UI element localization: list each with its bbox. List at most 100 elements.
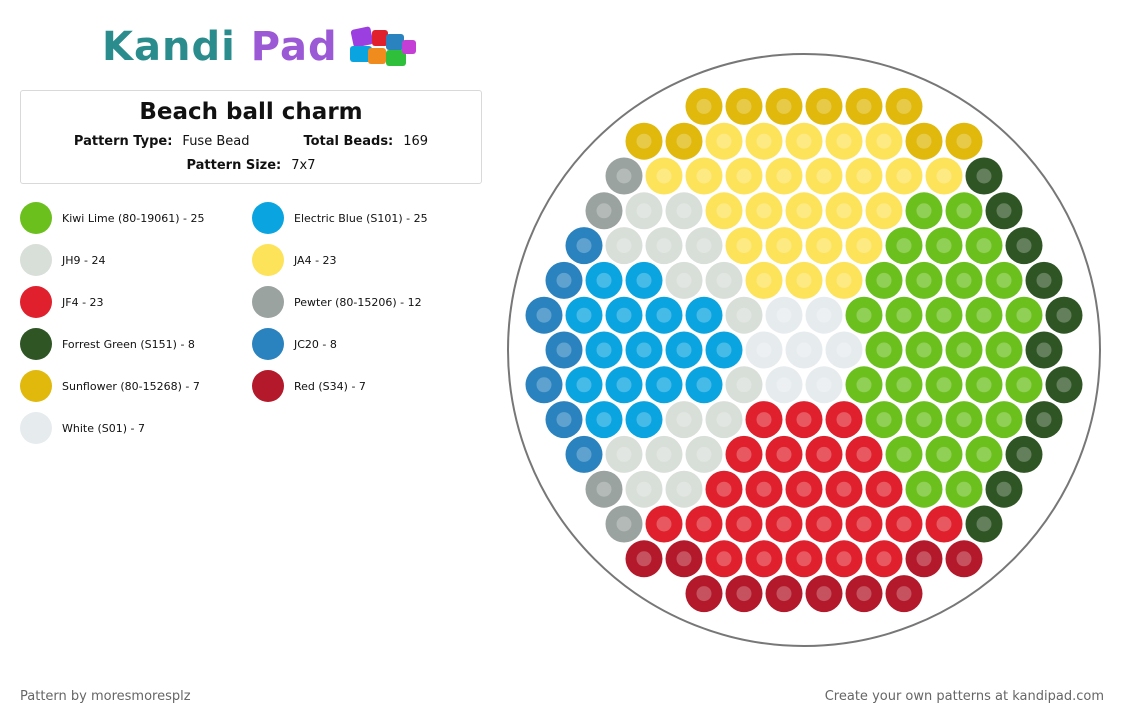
bead-hole: [616, 377, 632, 393]
bead-hole: [576, 238, 592, 254]
bead-hole: [756, 203, 772, 219]
bead-hole: [856, 307, 872, 323]
logo-kandi: Kandi: [102, 24, 236, 70]
bead-hole: [916, 133, 932, 149]
bead-hole: [676, 133, 692, 149]
bead: [585, 470, 623, 508]
bead: [745, 401, 783, 439]
bead-hole: [596, 272, 612, 288]
bead: [825, 331, 863, 369]
bead: [845, 87, 883, 125]
bead-hole: [836, 412, 852, 428]
bead: [885, 366, 923, 404]
bead: [965, 296, 1003, 334]
bead: [665, 470, 703, 508]
legend-item: Pewter (80-15206) - 12: [252, 286, 422, 318]
bead: [785, 401, 823, 439]
kandipad-logo[interactable]: Kandi Pad: [102, 24, 422, 70]
bead: [965, 157, 1003, 195]
bead-hole: [956, 412, 972, 428]
bead: [965, 366, 1003, 404]
bead-hole: [576, 377, 592, 393]
bead-hole: [736, 516, 752, 532]
bead: [905, 261, 943, 299]
bead-hole: [576, 307, 592, 323]
bead: [705, 331, 743, 369]
bead: [585, 401, 623, 439]
bead: [945, 470, 983, 508]
bead-hole: [996, 203, 1012, 219]
bead-hole: [956, 272, 972, 288]
bead: [925, 366, 963, 404]
legend-label: Pewter (80-15206) - 12: [294, 295, 422, 309]
bead: [685, 227, 723, 265]
bead: [945, 331, 983, 369]
legend-item: Red (S34) - 7: [252, 370, 366, 402]
bead-hole: [696, 446, 712, 462]
bead: [665, 261, 703, 299]
bead: [965, 435, 1003, 473]
legend-label: JA4 - 23: [294, 253, 337, 267]
bead: [665, 192, 703, 230]
bead: [965, 505, 1003, 543]
bead-hole: [1016, 446, 1032, 462]
bead: [685, 87, 723, 125]
legend-label: JC20 - 8: [294, 337, 337, 351]
bead: [625, 540, 663, 578]
bead: [785, 192, 823, 230]
bead-hole: [676, 481, 692, 497]
bead-hole: [1036, 412, 1052, 428]
total-beads-value: 169: [403, 134, 429, 149]
bead-hole: [836, 342, 852, 358]
bead-hole: [616, 516, 632, 532]
bead: [725, 366, 763, 404]
bead: [785, 331, 823, 369]
legend-item: Electric Blue (S101) - 25: [252, 202, 428, 234]
bead: [625, 331, 663, 369]
bead: [945, 540, 983, 578]
bead: [765, 87, 803, 125]
bead: [765, 296, 803, 334]
pattern-size-value: 7x7: [291, 158, 316, 173]
bead-hole: [896, 307, 912, 323]
bead: [805, 366, 843, 404]
bead: [765, 227, 803, 265]
logo-pad: Pad: [250, 24, 338, 70]
bead-hole: [816, 238, 832, 254]
bead-hole: [676, 412, 692, 428]
bead: [1025, 331, 1063, 369]
bead-hole: [936, 377, 952, 393]
bead: [785, 122, 823, 160]
bead: [945, 122, 983, 160]
bead: [865, 261, 903, 299]
legend-item: White (S01) - 7: [20, 412, 145, 444]
bead: [625, 192, 663, 230]
bead-hole: [936, 168, 952, 184]
bead: [905, 540, 943, 578]
bead-hole: [776, 586, 792, 602]
bead-hole: [936, 446, 952, 462]
bead: [985, 331, 1023, 369]
bead-hole: [636, 412, 652, 428]
bead-hole: [636, 272, 652, 288]
legend-label: JH9 - 24: [62, 253, 106, 267]
bead-hole: [1016, 238, 1032, 254]
bead-hole: [936, 516, 952, 532]
bead: [545, 261, 583, 299]
bead-hole: [956, 342, 972, 358]
bead: [525, 296, 563, 334]
bead: [905, 122, 943, 160]
bead: [745, 261, 783, 299]
bead-hole: [816, 516, 832, 532]
bead: [905, 470, 943, 508]
bead-hole: [936, 238, 952, 254]
bead-hole: [1036, 272, 1052, 288]
bead-hole: [616, 168, 632, 184]
bead-hole: [736, 307, 752, 323]
bead: [545, 331, 583, 369]
bead-hole: [736, 377, 752, 393]
bead: [885, 575, 923, 613]
kandipad-cta-link[interactable]: Create your own patterns at kandipad.com: [824, 689, 1104, 704]
bead: [645, 435, 683, 473]
bead-hole: [896, 98, 912, 114]
